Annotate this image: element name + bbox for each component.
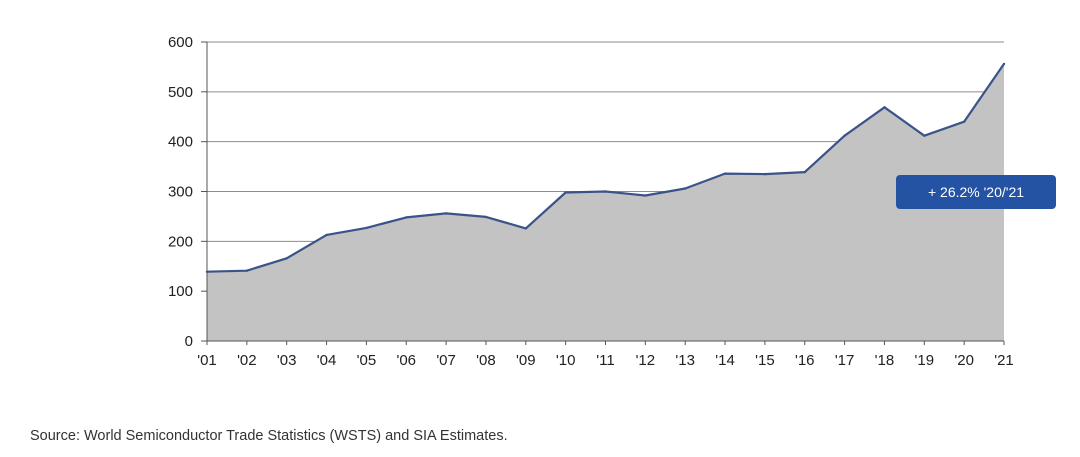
x-tick-label: '19	[915, 352, 935, 369]
data-point	[444, 212, 448, 215]
data-point	[564, 191, 567, 194]
y-tick-label: 600	[168, 34, 193, 51]
data-point	[883, 106, 886, 109]
data-point	[245, 269, 248, 272]
x-tick-label: '10	[556, 352, 576, 369]
x-tick-labels: '01 '02 '03 '04 '05 '06 '07 '08 '09 '10 '11 '12 '13 '…	[197, 341, 1014, 369]
x-tick-label: '21	[994, 352, 1014, 369]
data-point	[484, 215, 488, 219]
x-tick-label: '11	[596, 352, 614, 369]
x-tick-label: '17	[835, 352, 855, 369]
data-point	[1002, 62, 1006, 66]
y-tick-label: 0	[185, 333, 193, 350]
y-tick-labels: 0 100 200 300 400 500 600	[168, 34, 207, 350]
data-point	[365, 226, 368, 230]
x-tick-label: '20	[954, 352, 974, 369]
data-point	[405, 216, 408, 219]
x-tick-label: '18	[875, 352, 895, 369]
y-tick-label: 400	[168, 134, 193, 151]
area-fill	[207, 63, 1004, 342]
y-tick-label: 500	[168, 84, 193, 101]
data-point	[524, 227, 527, 230]
x-tick-label: '01	[197, 352, 217, 369]
y-tick-label: 100	[168, 283, 193, 300]
x-tick-label: '03	[277, 352, 297, 369]
data-point	[803, 170, 806, 174]
x-tick-label: '14	[715, 352, 735, 369]
x-tick-label: '15	[755, 352, 775, 369]
growth-annotation: + 26.2% '20/'21	[896, 175, 1056, 209]
x-tick-label: '04	[317, 352, 337, 369]
data-point	[684, 187, 687, 190]
data-point	[285, 257, 288, 260]
x-tick-label: '05	[357, 352, 377, 369]
data-point	[325, 233, 328, 237]
x-tick-label: '13	[675, 352, 695, 369]
data-point	[723, 172, 727, 175]
x-tick-label: '07	[436, 352, 456, 369]
x-tick-label: '06	[396, 352, 416, 369]
x-tick-label: '09	[516, 352, 536, 369]
x-tick-label: '12	[636, 352, 656, 369]
data-point	[604, 190, 607, 193]
y-tick-label: 300	[168, 184, 193, 201]
y-tick-label: 200	[168, 233, 193, 250]
data-point	[763, 172, 767, 176]
data-point	[205, 270, 209, 273]
data-point	[923, 134, 926, 137]
data-point	[843, 134, 846, 137]
x-tick-label: '02	[237, 352, 257, 369]
data-point	[644, 194, 647, 197]
source-note: Source: World Semiconductor Trade Statis…	[30, 428, 508, 444]
data-point	[962, 120, 966, 123]
x-tick-label: '08	[476, 352, 496, 369]
x-tick-label: '16	[795, 352, 815, 369]
